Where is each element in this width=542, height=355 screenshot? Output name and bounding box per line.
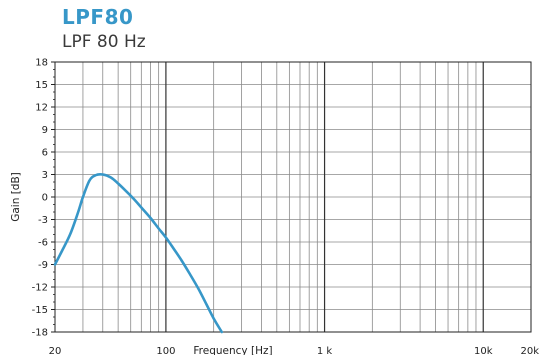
y-tick-label: 0	[42, 193, 48, 204]
y-tick-label: -6	[38, 238, 48, 249]
y-tick-label: -9	[38, 260, 48, 271]
y-tick-marks	[51, 61, 55, 333]
chart-subtitle: LPF 80 Hz	[62, 32, 146, 52]
y-tick-label: 15	[35, 80, 48, 91]
y-tick-label: 12	[35, 103, 48, 114]
y-tick-label: 9	[42, 125, 48, 136]
grid-major	[165, 62, 484, 332]
y-tick-labels: 18 15 12 9 6 3 0 -3 -6 -9 -12 -15 -18	[32, 58, 48, 339]
x-tick-labels: 20 100 1 k 10k 20k	[49, 346, 540, 355]
y-tick-label: 6	[42, 148, 48, 159]
chart-title: LPF80	[62, 5, 134, 29]
series-line	[53, 173, 224, 334]
grid-minor	[55, 62, 531, 332]
y-tick-label: 3	[42, 170, 48, 181]
x-tick-label: 20k	[520, 346, 539, 355]
x-axis-label: Frequency [Hz]	[193, 345, 272, 355]
x-tick-label: 100	[156, 346, 175, 355]
y-axis-label: Gain [dB]	[10, 172, 22, 222]
y-tick-label: 18	[35, 58, 48, 69]
y-tick-label: -18	[32, 328, 48, 339]
y-tick-label: -15	[32, 305, 48, 316]
y-tick-label: -3	[38, 215, 48, 226]
x-tick-label: 20	[49, 346, 62, 355]
y-tick-label: -12	[32, 283, 48, 294]
x-tick-label: 10k	[474, 346, 493, 355]
x-tick-label: 1 k	[317, 346, 333, 355]
